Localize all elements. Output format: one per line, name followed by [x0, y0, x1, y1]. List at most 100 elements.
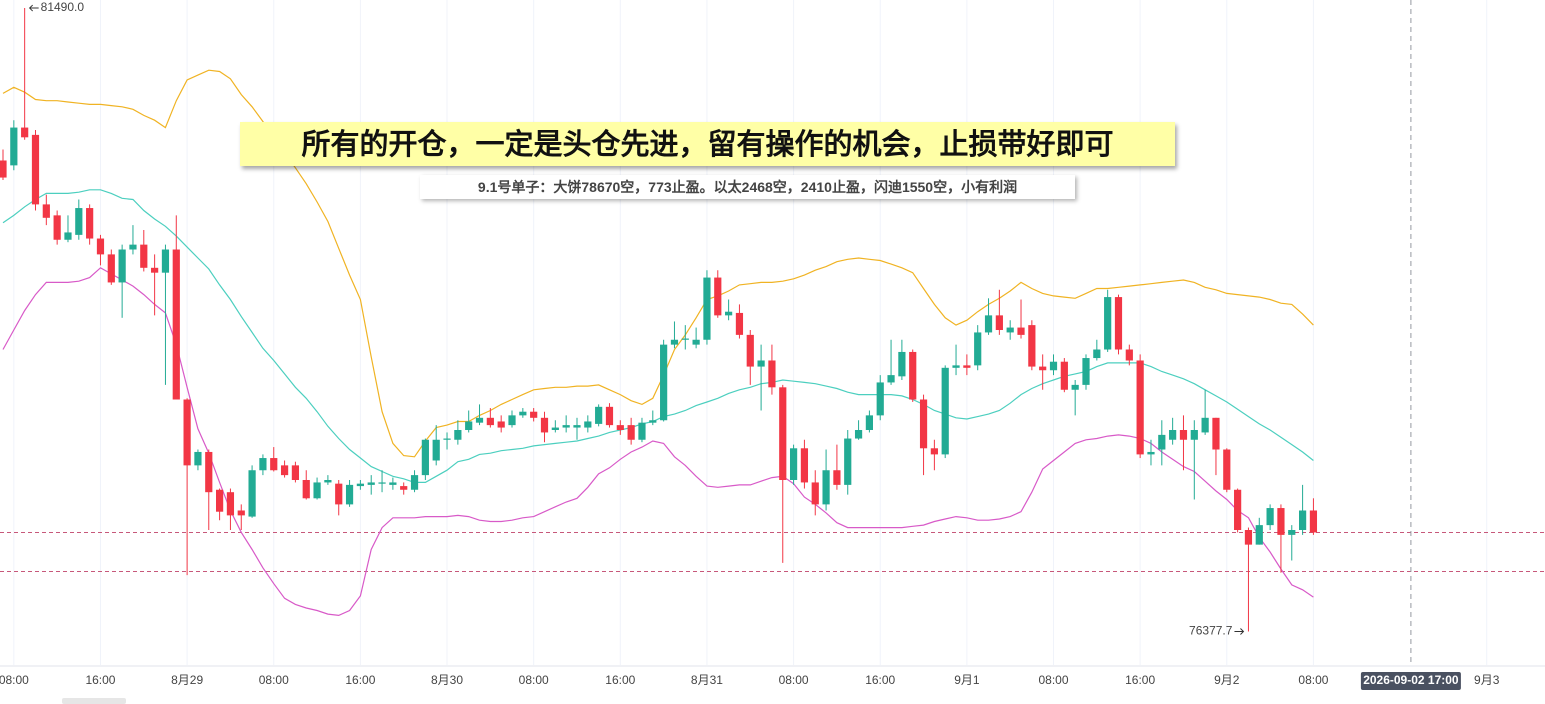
candle-body — [1060, 361, 1068, 390]
candle-body — [21, 127, 29, 138]
candle-body — [562, 425, 570, 428]
candle-body — [0, 160, 7, 178]
candle-body — [172, 249, 180, 400]
candle-body — [248, 470, 256, 517]
candle-body — [280, 465, 289, 476]
candle-body — [735, 312, 744, 335]
candle-body — [443, 438, 451, 440]
candle-body — [1125, 349, 1133, 361]
candle-body — [1179, 430, 1188, 440]
candle-body — [194, 451, 202, 466]
candle-body — [1114, 297, 1123, 350]
candle-body — [540, 417, 549, 433]
candle-body — [378, 482, 386, 484]
scrollbar — [62, 698, 126, 704]
candle-body — [367, 482, 375, 485]
candle-body — [995, 315, 1003, 330]
candle-body — [670, 339, 679, 345]
x-tick-label: 8月29 — [171, 673, 203, 687]
candle-body — [129, 244, 137, 250]
x-tick-label: 08:00 — [1038, 673, 1068, 687]
candle-body — [1136, 360, 1144, 455]
x-tick-label: 16:00 — [865, 673, 895, 687]
candle-body — [573, 425, 581, 428]
marker-arrow — [28, 4, 39, 12]
candle-body — [237, 510, 245, 516]
candle-body — [183, 399, 191, 466]
candle-body — [1201, 417, 1209, 433]
candle-body — [789, 448, 798, 480]
candle-body — [1082, 358, 1090, 385]
candle-body — [31, 134, 40, 205]
candle-body — [984, 315, 993, 333]
candle-body — [1039, 366, 1047, 371]
candle-body — [779, 387, 787, 480]
candle-body — [486, 417, 494, 426]
candle-body — [421, 439, 429, 476]
band-line — [2, 267, 1314, 617]
x-tick-label: 8月31 — [691, 673, 723, 687]
chart-title: 所有的开仓，一定是头仓先进，留有操作的机会，止损带好即可 — [240, 122, 1175, 166]
candle-body — [259, 458, 267, 471]
candle-body — [324, 480, 332, 483]
candle-body — [638, 422, 646, 440]
candle-body — [1288, 530, 1296, 535]
candle-body — [107, 254, 115, 283]
candle-body — [703, 277, 711, 340]
candle-body — [335, 483, 343, 505]
candle-body — [1255, 525, 1263, 545]
candle-body — [205, 451, 213, 493]
candle-body — [865, 415, 873, 430]
x-tick-label: 9月2 — [1214, 673, 1240, 687]
x-tick-label: 8月30 — [431, 673, 463, 687]
candle-body — [1006, 327, 1014, 333]
marker-arrow — [1234, 628, 1245, 635]
candle-body — [941, 367, 949, 455]
candle-body — [118, 249, 126, 283]
band-line — [2, 189, 1314, 483]
candle-body — [1309, 510, 1318, 533]
candle-body — [605, 406, 614, 426]
candle-body — [226, 492, 235, 516]
crosshair-label: 2026-09-02 17:00 — [1363, 673, 1459, 687]
crosshair-label-box — [1360, 672, 1461, 690]
x-tick-label: 9月3 — [1474, 673, 1500, 687]
candle-body — [302, 480, 310, 499]
candle-body — [1244, 530, 1253, 545]
candle-body — [1104, 297, 1112, 350]
candle-body — [660, 344, 668, 421]
x-tick-label: 08:00 — [259, 673, 289, 687]
candle-body — [508, 415, 516, 426]
candle-body — [1277, 508, 1285, 535]
candle-body — [930, 448, 938, 455]
candle-body — [584, 421, 592, 428]
candle-body — [974, 332, 982, 366]
candle-body — [692, 339, 700, 345]
x-tick-label: 16:00 — [1125, 673, 1155, 687]
candle-body — [1299, 510, 1307, 530]
candle-body — [627, 425, 635, 440]
candle-body — [1028, 325, 1036, 367]
candle-body — [757, 360, 765, 367]
candle-body — [96, 238, 105, 255]
candle-body — [919, 399, 928, 449]
candle-body — [161, 249, 170, 273]
candle-body — [854, 430, 863, 439]
candle-body — [1169, 430, 1177, 440]
candle-body — [75, 208, 83, 235]
candle-body — [64, 232, 72, 240]
candle-body — [53, 215, 61, 240]
candle-body — [1147, 451, 1155, 455]
x-tick-label: 08:00 — [519, 673, 549, 687]
candle-body — [410, 475, 419, 490]
candle-body — [151, 267, 159, 273]
candle-body — [1234, 489, 1242, 530]
candle-body — [1017, 327, 1025, 335]
x-tick-label: 08:00 — [0, 673, 29, 687]
candle-body — [140, 244, 148, 268]
candle-body — [952, 365, 960, 368]
candle-body — [530, 411, 538, 418]
high-marker-label: 81490.0 — [41, 0, 85, 14]
candle-body — [887, 375, 895, 383]
